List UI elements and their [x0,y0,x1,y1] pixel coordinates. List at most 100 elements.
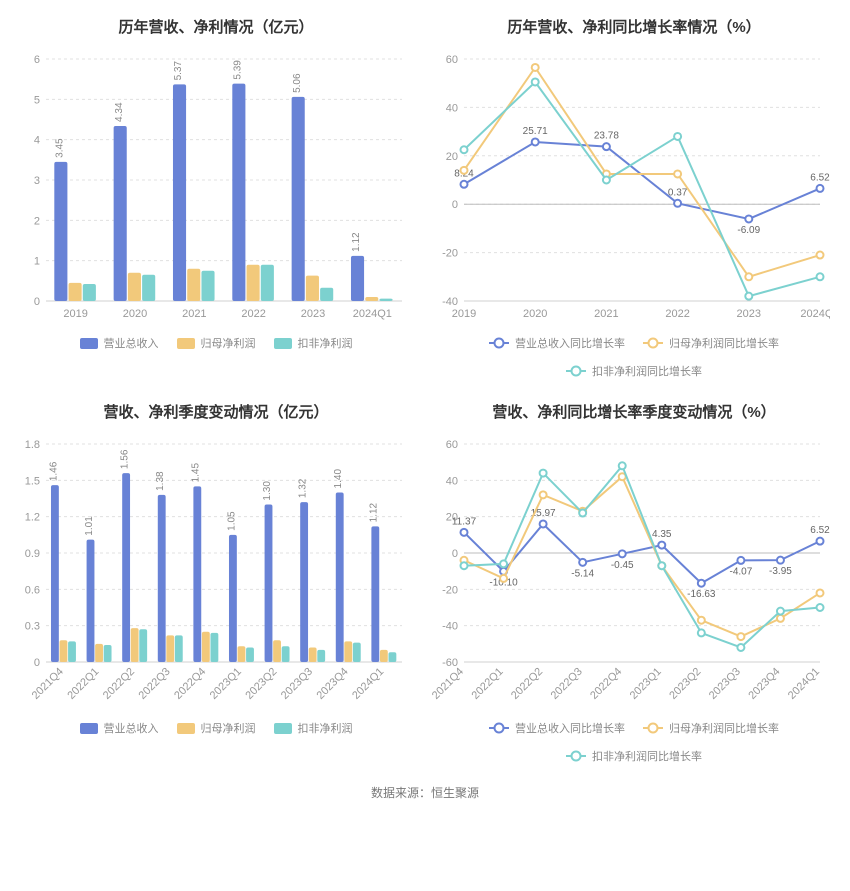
svg-text:60: 60 [446,439,458,451]
line-point [461,181,468,188]
svg-text:2020: 2020 [523,308,547,320]
line-point [658,562,665,569]
panel-title: 营收、净利同比增长率季度变动情况（%） [430,393,838,434]
legend-swatch-line [489,338,509,348]
bar [173,84,186,301]
bar [95,644,103,662]
svg-text:2022Q2: 2022Q2 [101,666,137,702]
bar-value-label: 5.37 [173,61,184,81]
line-point [674,133,681,140]
legend-item[interactable]: 归母净利润同比增长率 [643,720,779,736]
bar [261,265,274,301]
svg-text:2022Q3: 2022Q3 [137,666,173,702]
chart-svg: -60-40-2002040602021Q42022Q12022Q22022Q3… [430,434,830,714]
legend-item[interactable]: 营业总收入 [80,720,159,736]
line-point [737,557,744,564]
svg-text:6: 6 [34,54,40,66]
svg-text:2022: 2022 [665,308,689,320]
svg-text:2: 2 [34,215,40,227]
svg-text:0: 0 [452,548,458,560]
bar [60,640,68,662]
line-point [461,146,468,153]
bar [365,297,378,301]
bar-value-label: 1.46 [48,461,59,481]
line-chart: -40-200204060201920202021202220232024Q18… [430,49,838,329]
line-point [698,580,705,587]
svg-text:2019: 2019 [452,308,476,320]
point-value-label: -3.95 [769,566,792,577]
legend-swatch-bar [80,338,98,349]
legend-swatch-line [643,338,663,348]
line-point [817,589,824,596]
bar [273,640,281,662]
legend-item[interactable]: 归母净利润 [177,335,256,351]
svg-text:2023Q3: 2023Q3 [707,666,743,702]
bar [201,271,214,301]
bar-value-label: 1.12 [351,232,362,252]
legend-swatch-line [643,723,663,733]
line-point [603,177,610,184]
svg-text:-20: -20 [442,584,458,596]
legend-label: 归母净利润 [201,335,256,351]
legend-item[interactable]: 扣非净利润同比增长率 [566,748,702,764]
legend-label: 归母净利润同比增长率 [669,335,779,351]
bar-chart: 00.30.60.91.21.51.82021Q41.462022Q11.012… [12,434,420,714]
svg-text:2024Q1: 2024Q1 [800,308,830,320]
bar-value-label: 1.30 [262,481,273,501]
legend-item[interactable]: 扣非净利润 [274,335,353,351]
svg-text:1: 1 [34,256,40,268]
legend-item[interactable]: 营业总收入 [80,335,159,351]
legend-item[interactable]: 归母净利润 [177,720,256,736]
legend-item[interactable]: 营业总收入同比增长率 [489,720,625,736]
svg-text:2023Q2: 2023Q2 [243,666,279,702]
bar-value-label: 5.39 [232,60,243,80]
bar [246,647,254,662]
bar [247,265,260,301]
svg-text:2023Q1: 2023Q1 [208,666,244,702]
legend-item[interactable]: 扣非净利润 [274,720,353,736]
svg-text:60: 60 [446,54,458,66]
panel-quarterly-revenue: 营收、净利季度变动情况（亿元） 00.30.60.91.21.51.82021Q… [12,393,420,774]
line-point [737,633,744,640]
bar-value-label: 1.38 [155,471,166,491]
line-point [619,462,626,469]
svg-text:20: 20 [446,151,458,163]
legend-swatch-line [489,723,509,733]
bar [128,273,141,301]
bar-value-label: 1.56 [119,449,130,469]
bar [320,288,333,301]
line-path [464,82,820,296]
line-point [532,64,539,71]
svg-text:1.5: 1.5 [25,475,40,487]
point-value-label: 0.37 [668,187,688,198]
legend-item[interactable]: 扣非净利润同比增长率 [566,363,702,379]
legend-item[interactable]: 归母净利润同比增长率 [643,335,779,351]
svg-text:0.6: 0.6 [25,584,40,596]
point-value-label: 6.52 [810,172,830,183]
svg-text:2024Q1: 2024Q1 [786,666,822,702]
line-point [817,273,824,280]
bar [54,162,67,301]
bar [292,97,305,301]
line-point [461,167,468,174]
legend-item[interactable]: 营业总收入同比增长率 [489,335,625,351]
line-point [817,185,824,192]
panel-title: 营收、净利季度变动情况（亿元） [12,393,420,434]
legend-label: 归母净利润同比增长率 [669,720,779,736]
svg-text:2024Q1: 2024Q1 [350,666,386,702]
bar [379,299,392,301]
line-point [674,170,681,177]
panel-title: 历年营收、净利情况（亿元） [12,8,420,49]
svg-text:2022Q1: 2022Q1 [470,666,506,702]
point-value-label: -0.45 [611,560,634,571]
svg-text:40: 40 [446,475,458,487]
panel-annual-revenue: 历年营收、净利情况（亿元） 012345620193.4520204.34202… [12,8,420,389]
bar [232,84,245,301]
line-point [579,510,586,517]
legend-swatch-line [566,751,586,761]
legend: 营业总收入 归母净利润 扣非净利润 [12,714,420,746]
line-point [461,562,468,569]
bar [193,486,201,662]
bar-value-label: 1.01 [84,516,95,536]
svg-text:2021: 2021 [182,308,206,320]
